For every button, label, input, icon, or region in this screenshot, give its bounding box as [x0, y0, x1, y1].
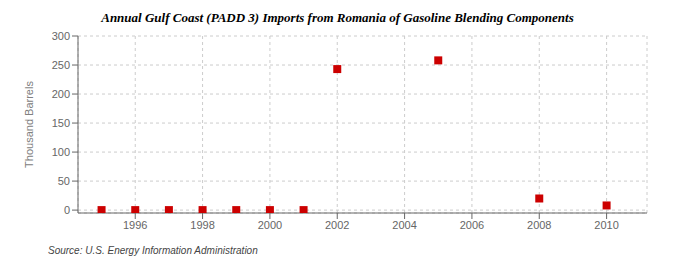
svg-text:50: 50 [58, 175, 70, 187]
svg-text:0: 0 [64, 204, 70, 216]
svg-text:150: 150 [52, 117, 70, 129]
svg-text:Thousand Barrels: Thousand Barrels [23, 81, 35, 168]
svg-text:250: 250 [52, 59, 70, 71]
svg-text:1998: 1998 [190, 219, 214, 231]
svg-text:2006: 2006 [460, 219, 484, 231]
svg-text:200: 200 [52, 88, 70, 100]
svg-text:300: 300 [52, 30, 70, 42]
svg-text:100: 100 [52, 146, 70, 158]
svg-text:2002: 2002 [325, 219, 349, 231]
html-text:Annual Gulf Coast (PADD 3) Imp: Annual Gulf Coast (PADD 3) Imports from … [101, 10, 574, 25]
svg-text:2000: 2000 [258, 219, 282, 231]
svg-text:2008: 2008 [527, 219, 551, 231]
svg-text:2010: 2010 [594, 219, 618, 231]
html-text:Source: U.S. Energy Informatio: Source: U.S. Energy Information Administ… [48, 245, 258, 256]
svg-text:1996: 1996 [123, 219, 147, 231]
svg-text:2004: 2004 [392, 219, 416, 231]
